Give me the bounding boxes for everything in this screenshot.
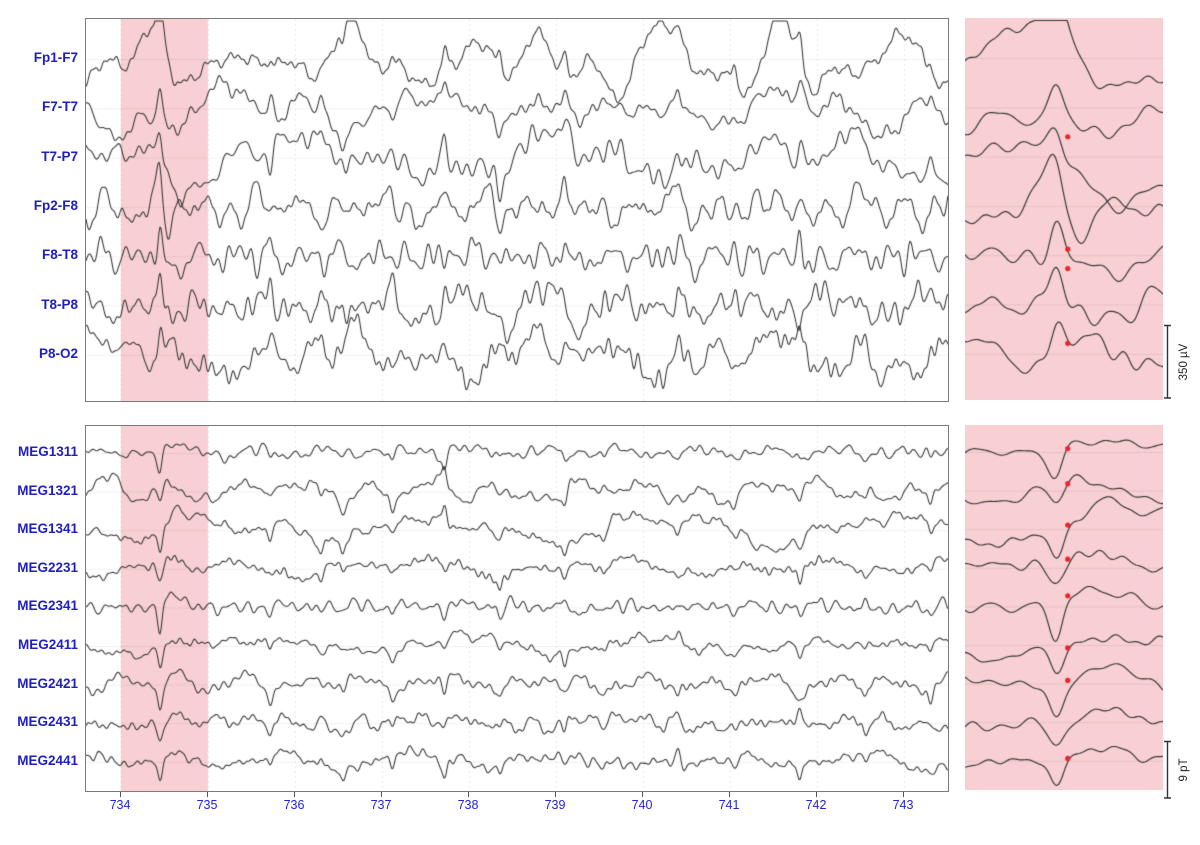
x-tick-mark <box>468 792 469 797</box>
channel-label-F7-T7: F7-T7 <box>41 99 78 115</box>
channel-label-MEG2231: MEG2231 <box>17 559 78 575</box>
channel-label-T8-P8: T8-P8 <box>41 296 78 312</box>
eeg-scalebar: 350 µV <box>1164 324 1190 399</box>
eeg-scalebar-label: 350 µV <box>1178 343 1190 380</box>
channel-label-P8-O2: P8-O2 <box>38 345 78 361</box>
x-tick-mark <box>381 792 382 797</box>
channel-label-Fp2-F8: Fp2-F8 <box>33 197 78 213</box>
x-tick-mark <box>555 792 556 797</box>
eeg-spike-inset <box>965 18 1163 400</box>
channel-label-MEG2341: MEG2341 <box>17 598 78 614</box>
x-tick-label-739: 739 <box>544 798 566 812</box>
x-tick-label-736: 736 <box>283 798 305 812</box>
channel-label-MEG2441: MEG2441 <box>17 752 78 768</box>
channel-label-T7-P7: T7-P7 <box>41 148 78 164</box>
x-tick-label-743: 743 <box>892 798 914 812</box>
x-tick-label-734: 734 <box>109 798 131 812</box>
meg-scalebar: 9 pT <box>1164 740 1190 799</box>
x-tick-label-738: 738 <box>457 798 479 812</box>
eeg-scalebar-bracket-icon <box>1164 324 1171 399</box>
x-tick-label-741: 741 <box>718 798 740 812</box>
meg-scalebar-bracket-icon <box>1164 740 1171 799</box>
eeg-trace-panel <box>85 18 949 402</box>
channel-label-MEG2431: MEG2431 <box>17 714 78 730</box>
x-tick-mark <box>120 792 121 797</box>
meg-spike-inset <box>965 425 1163 790</box>
channel-label-Fp1-F7: Fp1-F7 <box>33 50 78 65</box>
x-tick-label-737: 737 <box>370 798 392 812</box>
x-tick-label-742: 742 <box>805 798 827 812</box>
channel-label-MEG1311: MEG1311 <box>17 444 78 459</box>
x-tick-label-735: 735 <box>196 798 218 812</box>
channel-label-MEG1341: MEG1341 <box>17 521 78 537</box>
meg-scalebar-label: 9 pT <box>1178 758 1190 781</box>
channel-label-F8-T8: F8-T8 <box>41 247 78 263</box>
x-tick-mark <box>903 792 904 797</box>
x-tick-mark <box>207 792 208 797</box>
channel-label-MEG2421: MEG2421 <box>17 675 78 691</box>
channel-label-MEG2411: MEG2411 <box>17 637 78 652</box>
channel-label-MEG1321: MEG1321 <box>17 482 78 498</box>
x-tick-mark <box>729 792 730 797</box>
x-tick-mark <box>642 792 643 797</box>
meg-trace-panel <box>85 425 949 792</box>
x-tick-mark <box>294 792 295 797</box>
x-tick-mark <box>816 792 817 797</box>
x-tick-label-740: 740 <box>631 798 653 812</box>
